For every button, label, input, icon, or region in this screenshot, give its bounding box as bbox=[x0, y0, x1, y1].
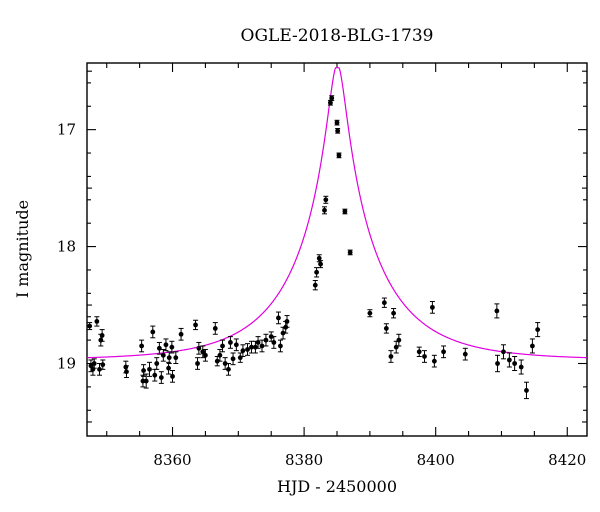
data-point bbox=[193, 319, 199, 331]
data-point bbox=[312, 279, 318, 291]
data-point bbox=[529, 338, 535, 354]
data-point bbox=[535, 322, 541, 338]
data-point bbox=[462, 347, 468, 361]
y-axis-label: I magnitude bbox=[13, 200, 32, 298]
data-point bbox=[170, 370, 176, 383]
data-point bbox=[163, 338, 169, 352]
model-curve bbox=[87, 67, 587, 359]
data-point bbox=[152, 368, 158, 382]
data-point bbox=[160, 348, 166, 362]
data-point bbox=[506, 352, 512, 368]
data-point bbox=[431, 354, 437, 368]
data-point bbox=[336, 152, 342, 159]
data-point bbox=[422, 350, 427, 363]
data-point bbox=[225, 363, 231, 376]
data-point bbox=[248, 340, 254, 354]
data-point bbox=[99, 329, 105, 342]
data-point bbox=[230, 352, 236, 366]
x-tick-label: 8400 bbox=[417, 451, 455, 469]
data-point bbox=[494, 303, 500, 319]
data-point bbox=[316, 254, 322, 263]
y-tick-label: 19 bbox=[57, 355, 76, 373]
data-point bbox=[166, 361, 172, 375]
data-point bbox=[169, 340, 175, 354]
data-point bbox=[217, 348, 223, 362]
data-point bbox=[259, 339, 265, 353]
data-point bbox=[196, 341, 202, 355]
data-point bbox=[347, 249, 353, 256]
data-point bbox=[416, 346, 422, 357]
data-point bbox=[500, 344, 506, 360]
x-tick-label: 8360 bbox=[153, 451, 191, 469]
data-point bbox=[220, 339, 226, 353]
data-point bbox=[154, 357, 160, 370]
data-point bbox=[245, 343, 251, 356]
data-point bbox=[277, 339, 283, 353]
data-point bbox=[240, 344, 246, 357]
data-point bbox=[233, 338, 239, 352]
data-point bbox=[271, 336, 277, 349]
y-axis: 17 18 19 bbox=[57, 70, 587, 423]
data-point bbox=[329, 95, 335, 101]
y-tick-label: 18 bbox=[57, 238, 76, 256]
x-axis-label: HJD - 2450000 bbox=[277, 477, 397, 496]
data-point bbox=[200, 345, 206, 359]
plot-frame bbox=[86, 62, 588, 437]
data-point bbox=[268, 331, 274, 342]
data-point bbox=[94, 316, 100, 327]
data-point bbox=[523, 381, 529, 400]
data-point bbox=[441, 345, 447, 359]
data-point bbox=[391, 308, 397, 319]
data-point bbox=[91, 358, 97, 369]
data-point bbox=[335, 127, 341, 134]
data-point bbox=[327, 99, 333, 106]
data-point bbox=[147, 361, 152, 377]
x-tick-label: 8420 bbox=[548, 451, 586, 469]
data-point bbox=[318, 260, 324, 269]
data-point bbox=[141, 364, 147, 377]
data-point bbox=[140, 374, 146, 388]
y-tick-label: 17 bbox=[57, 121, 76, 139]
data-point bbox=[173, 351, 179, 365]
data-point bbox=[156, 341, 162, 355]
data-point bbox=[143, 373, 149, 389]
data-point bbox=[396, 333, 402, 347]
data-point bbox=[323, 195, 329, 204]
data-point bbox=[255, 336, 261, 349]
data-points bbox=[87, 95, 541, 400]
data-point bbox=[284, 315, 290, 328]
data-point bbox=[202, 348, 208, 362]
data-point bbox=[381, 297, 387, 308]
data-point bbox=[237, 352, 243, 363]
data-point bbox=[367, 309, 373, 318]
data-point bbox=[314, 267, 320, 278]
data-point bbox=[263, 333, 269, 347]
data-point bbox=[166, 351, 172, 365]
data-point bbox=[322, 206, 327, 215]
data-point bbox=[334, 119, 340, 126]
data-point bbox=[158, 371, 164, 384]
data-point bbox=[512, 355, 518, 372]
data-point bbox=[342, 208, 348, 215]
data-point bbox=[388, 350, 394, 363]
x-tick-label: 8380 bbox=[285, 451, 323, 469]
data-point bbox=[150, 325, 156, 339]
data-point bbox=[87, 322, 93, 331]
data-point bbox=[100, 359, 106, 370]
data-point bbox=[429, 301, 435, 314]
data-point bbox=[195, 357, 201, 370]
data-point bbox=[123, 365, 129, 379]
data-point bbox=[393, 340, 399, 354]
data-point bbox=[495, 354, 501, 373]
data-point bbox=[212, 322, 218, 335]
data-point bbox=[178, 327, 184, 341]
data-point bbox=[139, 339, 145, 353]
chart-title: OGLE-2018-BLG-1739 bbox=[241, 26, 434, 46]
data-point bbox=[383, 323, 389, 334]
x-axis: 8360 8380 8400 8420 bbox=[106, 63, 586, 469]
data-point bbox=[275, 311, 281, 325]
data-point bbox=[227, 336, 233, 349]
data-point bbox=[518, 359, 524, 375]
